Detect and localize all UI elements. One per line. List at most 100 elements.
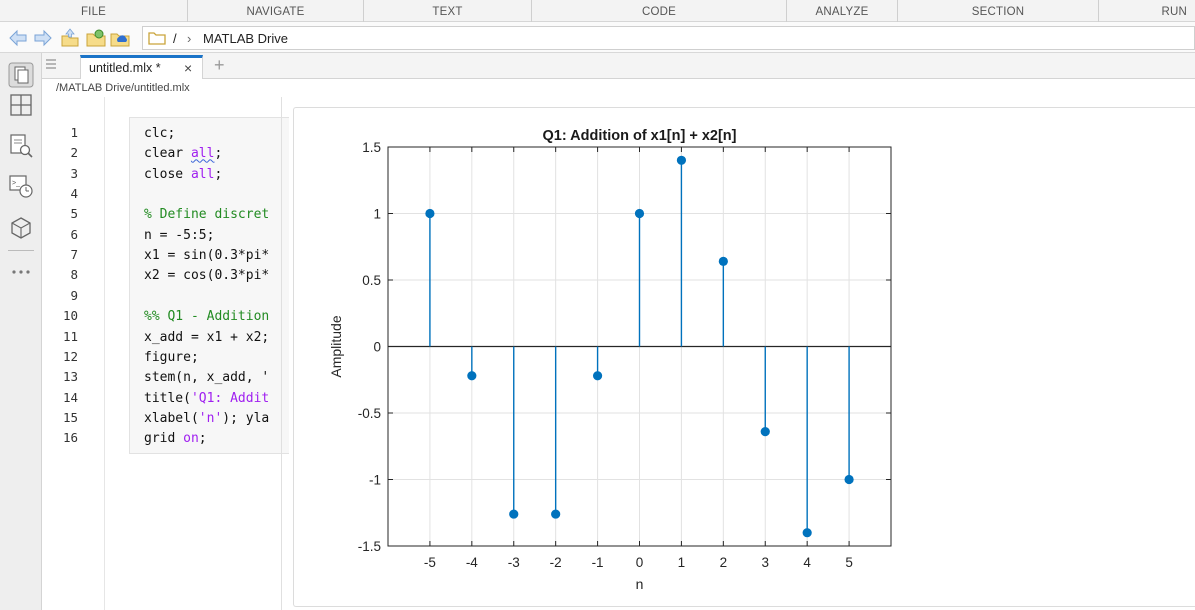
code-cell[interactable]: clc; clear all; close all;% Define discret… xyxy=(129,117,289,454)
line-number: 16 xyxy=(62,430,78,446)
menu-code[interactable]: CODE xyxy=(532,0,787,22)
stem-series xyxy=(425,155,854,538)
code-token: all xyxy=(190,146,215,162)
line-number: 12 xyxy=(62,348,78,364)
code-token: xlabel( xyxy=(144,410,199,426)
y-tick-label: 0.5 xyxy=(362,273,381,288)
line-number: 2 xyxy=(70,145,78,161)
svg-text:>_: >_ xyxy=(12,180,20,187)
rail-divider xyxy=(8,250,34,251)
code-line[interactable]: xlabel('n'); yla xyxy=(144,411,269,426)
code-token: %% Q1 - Addition xyxy=(144,309,270,325)
code-line[interactable]: clc; xyxy=(144,126,175,141)
code-token: clc; xyxy=(144,126,176,141)
stem-plot: -5 -4 -3 -2 -1 0 1 2 3 4 5 -1.5 -1 -0.5 0 0.5 1 1.5 Q1: A… xyxy=(328,128,892,592)
code-line[interactable]: grid on; xyxy=(144,431,207,446)
menu-run[interactable]: RUN xyxy=(1161,6,1187,18)
stem-marker xyxy=(760,427,770,437)
x-tick-label: 4 xyxy=(803,555,811,570)
path-segment-matlab-drive[interactable]: MATLAB Drive xyxy=(203,31,288,46)
search-files-icon[interactable] xyxy=(8,133,34,159)
code-token: grid xyxy=(144,431,184,447)
line-number: 5 xyxy=(70,206,78,222)
y-tick-label: -0.5 xyxy=(358,406,381,421)
code-line[interactable]: % Define discret xyxy=(144,207,269,222)
workspace-icon[interactable] xyxy=(8,92,34,118)
x-tick-label: -3 xyxy=(508,555,520,570)
path-root-separator[interactable]: / xyxy=(173,31,177,46)
menu-file[interactable]: FILE xyxy=(0,0,188,22)
code-line[interactable]: figure; xyxy=(144,350,199,365)
menu-text[interactable]: TEXT xyxy=(364,0,532,22)
files-icon[interactable] xyxy=(8,62,34,88)
chart-title: Q1: Addition of x1[n] + x2[n] xyxy=(542,128,736,144)
code-token: stem(n, x_add, ' xyxy=(144,370,270,386)
browse-folder-icon[interactable] xyxy=(86,28,106,48)
x-tick-label: 3 xyxy=(761,555,769,570)
stem-marker xyxy=(676,155,687,165)
tab-untitled-mlx[interactable]: untitled.mlx * × xyxy=(80,55,203,79)
up-folder-icon[interactable] xyxy=(60,28,80,48)
code-line[interactable]: %% Q1 - Addition xyxy=(144,309,269,324)
line-number: 10 xyxy=(62,308,78,324)
line-number: 1 xyxy=(70,125,78,140)
addons-icon[interactable] xyxy=(8,216,34,242)
x-tick-label: 1 xyxy=(678,555,686,570)
line-number: 15 xyxy=(62,409,78,425)
menu-section[interactable]: SECTION xyxy=(898,0,1099,22)
activity-rail: >_ xyxy=(0,53,42,610)
code-line[interactable]: title('Q1: Addit xyxy=(144,391,269,406)
back-arrow-icon[interactable] xyxy=(8,28,28,48)
code-line[interactable]: x_add = x1 + x2; xyxy=(144,330,269,345)
code-token: ; xyxy=(214,166,223,182)
code-line[interactable]: close all; xyxy=(144,167,222,182)
x-axis-label: n xyxy=(636,576,644,592)
address-bar: / › MATLAB Drive xyxy=(0,22,1195,53)
tab-close-icon[interactable]: × xyxy=(184,60,193,76)
line-number: 8 xyxy=(70,267,78,283)
code-token: 'n' xyxy=(198,410,223,426)
output-splitter[interactable] xyxy=(281,97,282,610)
code-line[interactable]: clear all; xyxy=(144,146,222,161)
forward-arrow-icon[interactable] xyxy=(33,28,53,48)
code-token: x_add = x1 + x2; xyxy=(144,329,270,345)
path-field[interactable]: / › MATLAB Drive xyxy=(142,26,1195,50)
x-tick-label: -5 xyxy=(424,555,436,570)
stem-marker xyxy=(844,474,854,485)
menu-navigate[interactable]: NAVIGATE xyxy=(188,0,364,22)
code-token: close xyxy=(144,166,191,182)
code-line[interactable]: n = -5:5; xyxy=(144,228,214,243)
more-icon[interactable] xyxy=(8,259,34,285)
line-number: 9 xyxy=(70,287,78,303)
code-token: figure; xyxy=(144,349,199,365)
x-tick-label: 5 xyxy=(845,555,853,570)
y-tick-label: 0 xyxy=(373,340,381,355)
tab-label: untitled.mlx * xyxy=(89,61,161,75)
x-tick-label: -1 xyxy=(592,555,604,570)
file-path-breadcrumb: /MATLAB Drive/untitled.mlx xyxy=(56,82,190,94)
code-token: n = -5:5; xyxy=(144,227,215,243)
y-tick-label: 1.5 xyxy=(362,140,381,155)
editor-tabs: untitled.mlx * × + xyxy=(42,53,1195,79)
line-number: 3 xyxy=(70,165,78,181)
code-token: clear xyxy=(144,146,191,162)
stem-marker xyxy=(802,528,812,538)
code-line[interactable]: x1 = sin(0.3*pi* xyxy=(144,248,269,263)
code-token: % Define discret xyxy=(144,207,270,223)
line-number: 13 xyxy=(62,369,78,385)
code-line[interactable]: x2 = cos(0.3*pi* xyxy=(144,268,269,283)
code-token: 'Q1: Addit xyxy=(190,390,270,406)
code-token: ); yla xyxy=(222,410,270,426)
menu-analyze[interactable]: ANALYZE xyxy=(787,0,898,22)
matlab-drive-icon[interactable] xyxy=(110,28,130,48)
y-tick-label: -1.5 xyxy=(358,539,381,554)
line-number: 7 xyxy=(70,247,78,263)
x-tick-label: 0 xyxy=(636,555,644,570)
new-tab-button[interactable]: + xyxy=(214,55,225,75)
path-chevron: › xyxy=(187,31,192,46)
x-tick-label: 2 xyxy=(720,555,728,570)
command-history-icon[interactable]: >_ xyxy=(8,173,34,199)
tab-list-icon[interactable] xyxy=(45,57,57,71)
code-token: ; xyxy=(214,146,223,162)
code-line[interactable]: stem(n, x_add, ' xyxy=(144,370,269,385)
